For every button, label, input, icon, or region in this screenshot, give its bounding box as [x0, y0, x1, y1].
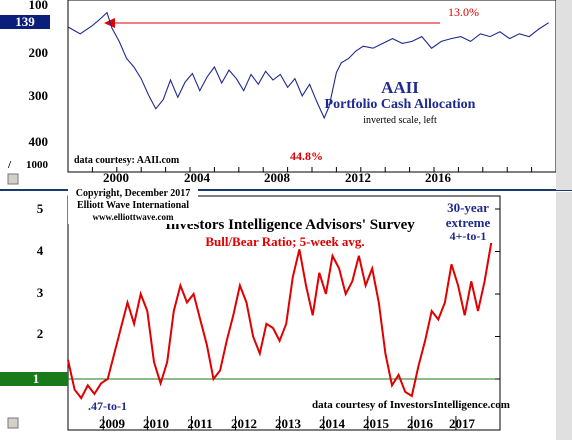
aaii-plot-frame	[67, 0, 557, 173]
ii-annotation-extreme-1: 30-year	[447, 200, 489, 215]
aaii-title: AAII	[381, 78, 419, 97]
ii-series-line	[67, 242, 493, 400]
aaii-x-axis: 2000 2004 2008 2012 2016	[103, 170, 452, 185]
aaii-y-tick-label: 400	[29, 134, 49, 149]
aaii-y-axis: 139 100 200 300 400 1000 /	[0, 0, 50, 171]
aaii-credit: data courtesy: AAII.com	[74, 155, 180, 166]
ii-x-ticks	[102, 208, 501, 430]
ii-y-tick-label: 5	[37, 201, 44, 216]
copyright-line-1: Copyright, December 2017	[76, 188, 191, 199]
ii-scrollbar-track[interactable]	[556, 192, 572, 440]
ii-x-tick-label: 2013	[275, 416, 302, 431]
aaii-y-tick-label: 200	[29, 45, 49, 60]
ii-x-tick-label: 2012	[231, 416, 257, 431]
ii-x-tick-label: 2011	[187, 416, 212, 431]
ii-x-tick-label: 2014	[319, 416, 346, 431]
aaii-resize-handle[interactable]	[7, 173, 19, 185]
aaii-y-tick-label: 300	[29, 88, 49, 103]
ii-resize-handle[interactable]	[7, 417, 19, 429]
aaii-series-line	[67, 11, 549, 120]
copyright-line-2: Elliott Wave International	[77, 200, 189, 211]
ii-annotation-extreme-2: extreme	[446, 215, 491, 230]
aaii-y-tick-label: 1000	[26, 159, 49, 171]
ii-x-tick-label: 2015	[363, 416, 390, 431]
aaii-x-tick-label: 2004	[184, 170, 211, 185]
aaii-annotation-low: 44.8%	[290, 149, 323, 163]
aaii-scale-note: inverted scale, left	[363, 115, 437, 126]
ii-subtitle: Bull/Bear Ratio; 5-week avg.	[205, 234, 364, 249]
copyright-line-3: www.elliottwave.com	[93, 212, 174, 222]
ii-annotation-extreme-3: 4+-to-1	[450, 229, 487, 243]
ii-annotation-low: .47-to-1	[88, 399, 127, 413]
aaii-x-tick-label: 2000	[103, 170, 129, 185]
aaii-x-tick-label: 2008	[264, 170, 291, 185]
aaii-y-highlight-label: 139	[15, 14, 35, 29]
ii-x-tick-label: 2010	[143, 416, 169, 431]
arrow-head	[104, 18, 115, 28]
ii-x-tick-label: 2016	[407, 416, 434, 431]
ii-x-axis: 2009 2010 2011 2012 2013 2014 2015 2016 …	[99, 416, 476, 431]
aaii-subtitle: Portfolio Cash Allocation	[325, 97, 476, 112]
aaii-y-highlight-box	[0, 15, 50, 29]
ii-y-tick-label: 2	[37, 326, 44, 341]
aaii-x-tick-label: 2012	[345, 170, 371, 185]
aaii-x-tick-label: 2016	[425, 170, 452, 185]
ii-x-tick-label: 2009	[99, 416, 126, 431]
aaii-panel: 139 100 200 300 400 1000 / 2000 2004 200…	[0, 0, 572, 191]
ii-y-tick-label: 4	[37, 243, 44, 258]
aaii-y-tick-label: 100	[29, 0, 49, 12]
slash-mark: /	[7, 159, 12, 171]
ii-x-tick-label: 2017	[449, 416, 476, 431]
aaii-scrollbar-track[interactable]	[556, 0, 572, 190]
ii-plot-frame	[67, 195, 501, 431]
ii-title: Investors Intelligence Advisors' Survey	[165, 217, 415, 233]
aaii-x-ticks	[91, 167, 533, 172]
ii-y-highlight-label: 1	[33, 371, 40, 386]
ii-y-axis: 1 2 3 4 5	[0, 201, 68, 386]
ii-y-tick-label: 3	[37, 285, 44, 300]
ii-y-highlight-box	[0, 372, 68, 386]
copyright-box	[68, 186, 198, 224]
ii-panel: 1 2 3 4 5 2009 2010 2011 2012 2013 2014 …	[0, 186, 572, 440]
ii-credit: data courtesy of InvestorsIntelligence.c…	[312, 399, 510, 411]
aaii-annotation-high: 13.0%	[448, 5, 479, 19]
aaii-level-arrow	[104, 18, 440, 28]
